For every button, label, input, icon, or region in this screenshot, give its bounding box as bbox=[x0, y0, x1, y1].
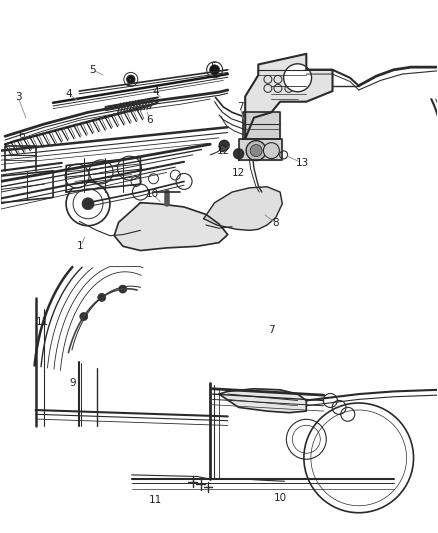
Text: 12: 12 bbox=[232, 168, 245, 179]
Text: 10: 10 bbox=[146, 189, 159, 199]
Polygon shape bbox=[243, 112, 280, 139]
Text: 4: 4 bbox=[152, 87, 159, 97]
Text: 5: 5 bbox=[89, 65, 95, 75]
Text: 3: 3 bbox=[15, 92, 21, 102]
Text: 4: 4 bbox=[65, 88, 72, 99]
Circle shape bbox=[210, 65, 219, 75]
Text: 13: 13 bbox=[295, 158, 309, 168]
Polygon shape bbox=[204, 187, 283, 230]
Circle shape bbox=[82, 198, 94, 210]
Text: 12: 12 bbox=[217, 146, 230, 156]
Polygon shape bbox=[5, 103, 158, 144]
Text: 1: 1 bbox=[77, 241, 84, 251]
Circle shape bbox=[89, 160, 113, 184]
Circle shape bbox=[219, 146, 226, 151]
Circle shape bbox=[80, 312, 88, 320]
Circle shape bbox=[119, 285, 127, 293]
Circle shape bbox=[233, 149, 244, 159]
Circle shape bbox=[127, 75, 135, 83]
Circle shape bbox=[263, 143, 279, 159]
Text: 6: 6 bbox=[18, 130, 25, 140]
Text: 9: 9 bbox=[69, 378, 76, 389]
Text: 6: 6 bbox=[146, 115, 152, 125]
Polygon shape bbox=[114, 203, 228, 251]
Text: 8: 8 bbox=[272, 218, 279, 228]
Text: 7: 7 bbox=[268, 325, 275, 335]
Text: 11: 11 bbox=[149, 495, 162, 505]
Circle shape bbox=[246, 141, 266, 160]
Circle shape bbox=[65, 164, 89, 188]
Circle shape bbox=[219, 140, 229, 150]
Circle shape bbox=[98, 294, 106, 301]
Circle shape bbox=[284, 64, 311, 92]
Circle shape bbox=[250, 144, 262, 157]
Polygon shape bbox=[219, 389, 306, 413]
Text: 11: 11 bbox=[35, 317, 49, 327]
Text: 10: 10 bbox=[274, 492, 287, 503]
Polygon shape bbox=[245, 54, 332, 139]
Text: 5: 5 bbox=[210, 62, 217, 71]
Text: 7: 7 bbox=[237, 102, 243, 112]
Circle shape bbox=[117, 156, 141, 180]
Text: 2: 2 bbox=[126, 78, 133, 88]
Polygon shape bbox=[239, 139, 283, 160]
